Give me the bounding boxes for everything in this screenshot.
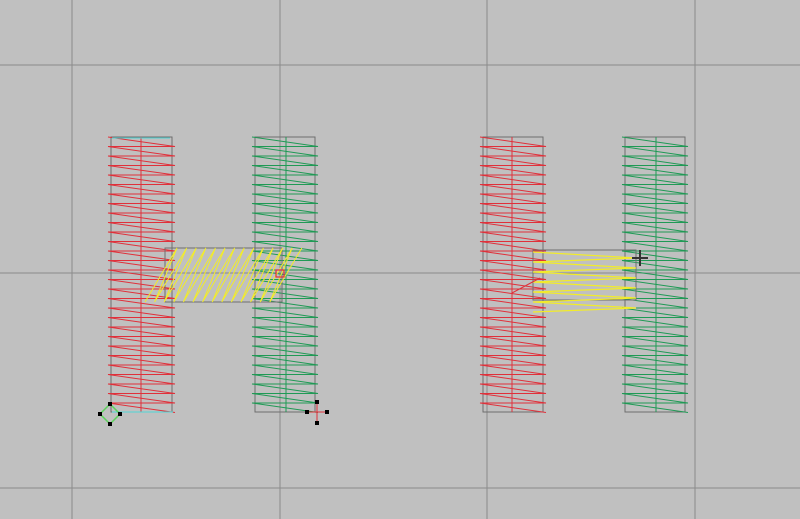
handle-point	[325, 410, 329, 414]
cursor-crosshair-icon	[632, 250, 648, 266]
rotate-handle[interactable]	[98, 402, 122, 426]
right-letter-crossbar[interactable]	[532, 249, 637, 313]
handle-point	[315, 400, 319, 404]
exit-point-handle[interactable]	[305, 400, 329, 425]
satin-stitches	[621, 136, 689, 413]
right-letter-right-column[interactable]	[621, 136, 689, 413]
move-cursor	[632, 250, 648, 266]
satin-stitches	[251, 136, 319, 413]
right-letter-left-column[interactable]	[479, 136, 547, 413]
crossbar-outline	[164, 247, 283, 303]
handle-point	[108, 422, 112, 426]
crossbar-stitches	[532, 251, 637, 313]
handle-point	[108, 402, 112, 406]
satin-stitches	[479, 136, 547, 413]
diamond-handle-icon	[98, 402, 122, 426]
connector-stitch	[511, 277, 541, 294]
handle-point	[98, 412, 102, 416]
column-outline	[254, 136, 316, 413]
handle-point	[118, 412, 122, 416]
handle-point	[305, 410, 309, 414]
entry-point-marker	[275, 269, 285, 278]
crossbar-stitches	[144, 247, 303, 303]
left-letter-crossbar[interactable]	[144, 247, 303, 303]
column-outline	[624, 136, 686, 413]
handle-point	[315, 421, 319, 425]
crosshair-icon	[307, 402, 327, 423]
column-outline	[482, 136, 544, 413]
